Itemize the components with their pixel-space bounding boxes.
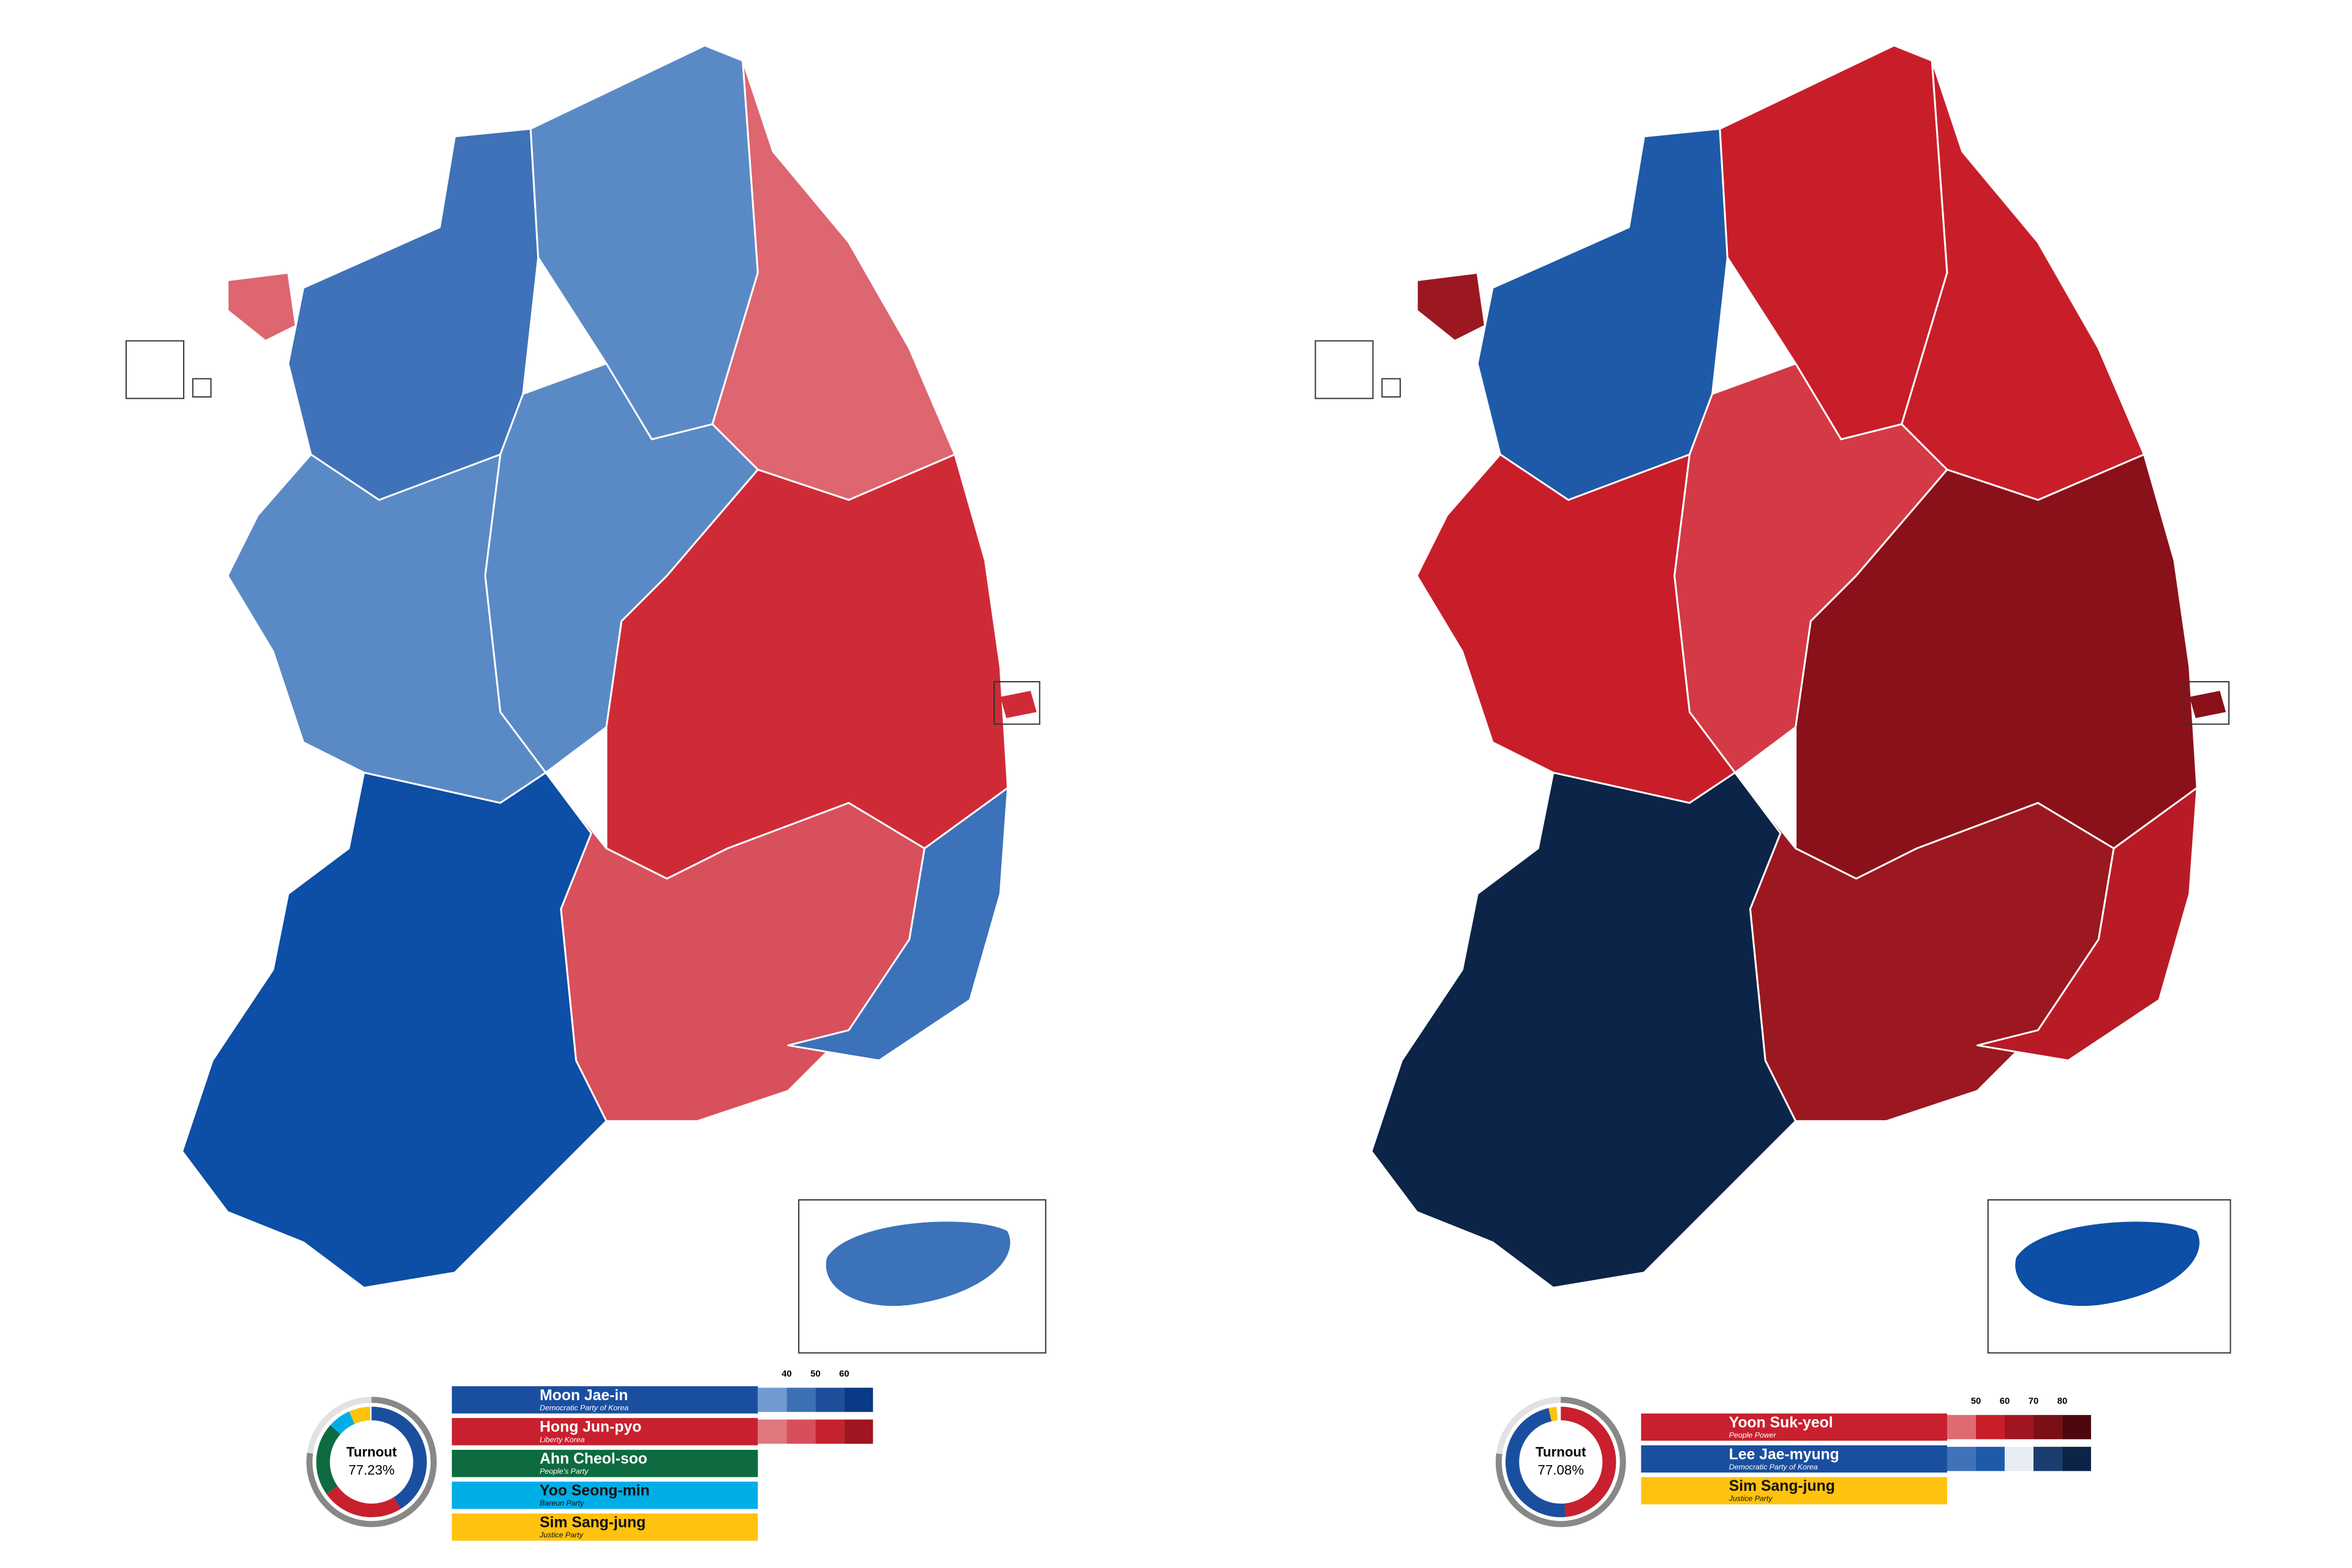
scale-swatch [844,1387,873,1412]
scale-swatch [1947,1447,1976,1471]
turnout-label: Turnout [1536,1444,1586,1460]
candidate-name: Sim Sang-jung [1729,1478,1835,1494]
share-arc [316,1406,427,1518]
party: Liberty Korea [540,1435,585,1444]
candidate-name: Yoon Suk-yeol [1729,1414,1833,1431]
candidate-name: Ahn Cheol-soo [540,1451,647,1468]
scale-swatch [2033,1415,2062,1439]
scale-swatch [758,1387,787,1412]
party: Justice Party [539,1531,584,1539]
candidate-bar [451,1482,758,1509]
scale-swatch [2062,1415,2091,1439]
map-2017 [125,44,1047,1354]
scale-swatch [2033,1447,2062,1471]
candidate-bar [451,1450,758,1477]
turnout-value: 77.08% [1538,1463,1584,1478]
party: Bareun Party [540,1499,584,1507]
scale-swatch [1975,1415,2005,1439]
share-arc [316,1406,427,1518]
candidate-bar [451,1386,758,1414]
scale-tick-label: 70 [2029,1396,2039,1406]
scale-swatch [1975,1447,2005,1471]
candidate-bar [1641,1413,1947,1441]
scale-swatch [1947,1415,1976,1439]
candidate-bar [451,1513,758,1541]
candidate-bar [451,1418,758,1446]
candidate-name: Lee Jae-myung [1729,1446,1839,1463]
party: Democratic Party of Korea [1729,1463,1818,1471]
scale-swatch [758,1419,787,1444]
candidate-name: Hong Jun-pyo [540,1419,641,1436]
scale-swatch [2004,1447,2034,1471]
scale-tick-label: 40 [782,1369,792,1379]
candidate-bar [1641,1477,1947,1505]
scale-swatch [815,1387,845,1412]
scale-tick-label: 60 [839,1369,850,1379]
candidate-bar [1641,1445,1947,1473]
candidate-name: Sim Sang-jung [540,1515,646,1531]
party: Justice Party [1728,1494,1773,1503]
scale-swatch [844,1419,873,1444]
scale-swatch [815,1419,845,1444]
turnout-arc [306,1396,437,1528]
scale-swatch [2004,1415,2034,1439]
party: People Power [1729,1431,1777,1439]
share-arc [1505,1406,1616,1518]
scale-swatch [786,1387,816,1412]
candidate-name: Moon Jae-in [540,1387,628,1404]
scale-swatch [2062,1447,2091,1471]
scale-tick-label: 50 [1971,1396,1981,1406]
scale-tick-label: 50 [810,1369,821,1379]
map-2022 [1314,44,2231,1354]
share-arc [1505,1406,1616,1518]
scale-tick-label: 80 [2057,1396,2068,1406]
party: People's Party [540,1467,589,1476]
scale-tick-label: 60 [2000,1396,2010,1406]
turnout-arc [1495,1396,1626,1528]
share-arc [316,1406,427,1518]
party: Democratic Party of Korea [540,1403,628,1412]
candidate-name: Yoo Seong-min [540,1483,649,1499]
turnout-value: 77.23% [349,1463,394,1478]
turnout-label: Turnout [346,1444,397,1460]
scale-swatch [786,1419,816,1444]
